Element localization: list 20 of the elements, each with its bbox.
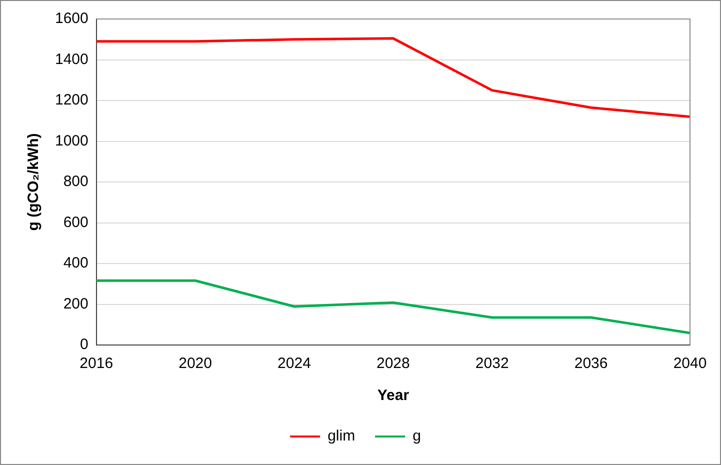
y-tick-label: 0 (80, 336, 88, 354)
legend-label: glim (328, 428, 356, 445)
y-tick-label: 1000 (54, 132, 88, 150)
y-tick-label: 1600 (54, 10, 88, 28)
y-tick-label: 400 (63, 254, 88, 272)
x-tick-label: 2024 (278, 355, 311, 372)
x-tick-label: 2028 (376, 355, 410, 372)
x-tick-label: 2016 (80, 355, 114, 372)
y-tick-label: 800 (63, 173, 88, 190)
y-axis-title: g (gCO₂/kWh) (25, 133, 42, 231)
x-tick-label: 2040 (673, 355, 707, 372)
y-tick-label: 1200 (54, 92, 88, 109)
y-tick-label: 600 (63, 214, 88, 231)
x-tick-label: 2032 (475, 355, 509, 372)
legend-label: g (412, 428, 421, 445)
y-tick-label: 1400 (54, 50, 88, 68)
x-tick-label: 2020 (178, 355, 212, 372)
y-tick-label: 200 (63, 295, 88, 312)
x-tick-label: 2036 (574, 355, 608, 372)
x-axis-title: Year (377, 387, 410, 404)
